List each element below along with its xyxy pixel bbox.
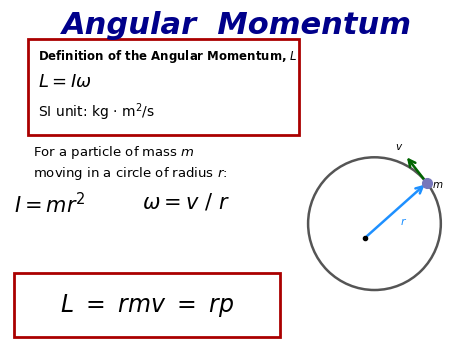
Bar	[14, 273, 280, 337]
Text: Definition of the Angular Momentum, $\it{L}$: Definition of the Angular Momentum, $\it…	[38, 48, 298, 65]
Text: r: r	[401, 217, 405, 228]
Text: SI unit: kg $\cdot$ m$^2$/s: SI unit: kg $\cdot$ m$^2$/s	[38, 101, 155, 123]
Text: For a particle of mass $\mathbf{\it{m}}$: For a particle of mass $\mathbf{\it{m}}$	[33, 144, 195, 161]
Bar	[28, 39, 299, 135]
Text: m: m	[432, 180, 443, 190]
Text: $I = mr^2$: $I = mr^2$	[14, 192, 86, 217]
Text: $\omega = v\ /\ r$: $\omega = v\ /\ r$	[142, 192, 230, 213]
Text: v: v	[395, 142, 401, 152]
Text: Angular  Momentum: Angular Momentum	[62, 11, 412, 40]
Text: $L = I\omega$: $L = I\omega$	[38, 73, 91, 91]
Text: moving in a circle of radius $\it{r}$:: moving in a circle of radius $\it{r}$:	[33, 165, 228, 182]
Text: $L\ =\ rmv\ =\ rp$: $L\ =\ rmv\ =\ rp$	[60, 292, 234, 319]
Ellipse shape	[308, 157, 441, 290]
